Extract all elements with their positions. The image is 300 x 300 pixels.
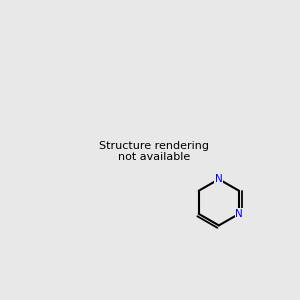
Text: Structure rendering
not available: Structure rendering not available bbox=[99, 141, 209, 162]
Text: N: N bbox=[235, 209, 243, 219]
Text: N: N bbox=[215, 174, 223, 184]
